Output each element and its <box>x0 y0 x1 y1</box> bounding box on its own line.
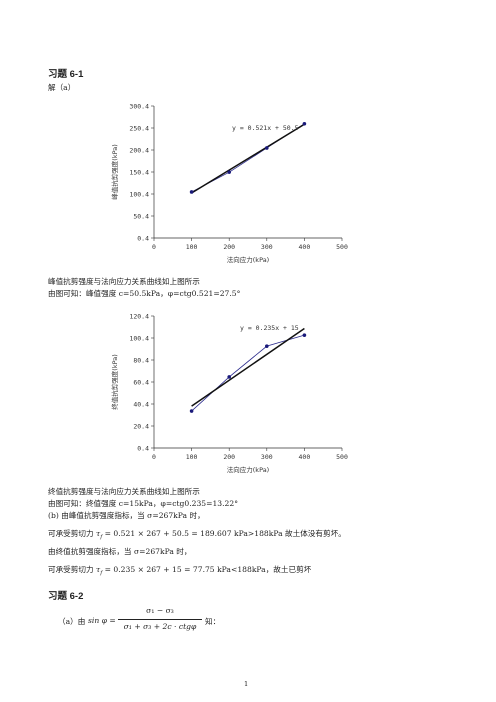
shear1-prefix: 可承受剪切力 <box>48 529 94 538</box>
heading-problem-6-1: 习题 6-1 <box>48 69 84 80</box>
series-line <box>191 334 305 412</box>
y-tick-label: 0.4 <box>137 235 149 243</box>
x-tick-label: 500 <box>336 453 348 461</box>
data-point <box>265 146 269 150</box>
shear2-suffix: kPa<188kPa，故土已剪坏 <box>217 565 312 574</box>
page-number: 1 <box>244 680 249 688</box>
tau-f-symbol: τf <box>95 529 103 541</box>
heading-problem-6-2: 习题 6-2 <box>48 591 84 602</box>
data-point <box>189 190 194 194</box>
trendline <box>191 123 305 194</box>
y-tick-label: 80.4 <box>133 357 149 365</box>
y-tick-label: 120.4 <box>129 313 149 321</box>
shear-check-peak: 可承受剪切力 τf = 0.521 × 267 + 50.5 = 189.607… <box>48 528 346 541</box>
final-strength-line: 由终值抗剪强度指标，当 σ=267kPa 时， <box>48 547 192 556</box>
y-axis-label: 峰值抗剪强度(kPa) <box>110 144 119 199</box>
y-tick-label: 300.4 <box>129 103 149 111</box>
y-tick-label: 50.4 <box>133 213 149 221</box>
fraction-bar <box>118 619 202 620</box>
x-axis-label: 法向应力(kPa) <box>227 255 269 264</box>
x-tick-label: 300 <box>261 453 273 461</box>
chart1-caption: 峰值抗剪强度与法向应力关系曲线如上图所示 <box>48 277 200 286</box>
analysis-b-line: (b) 由峰值抗剪强度指标，当 σ=267kPa 时， <box>48 511 205 520</box>
x-tick-label: 400 <box>299 453 311 461</box>
chart2-result: 由图可知：终值强度 c=15kPa，φ=ctg0.235=13.22° <box>48 499 239 508</box>
x-tick-label: 0 <box>152 243 156 251</box>
formula-numerator: σ₁ − σ₃ <box>146 606 174 615</box>
y-axis-label: 终值抗剪强度(kPa) <box>110 354 119 409</box>
x-tick-label: 200 <box>223 243 235 251</box>
shear2-prefix: 可承受剪切力 <box>48 565 94 574</box>
formula-suffix: 知： <box>205 617 221 626</box>
y-tick-label: 200.4 <box>129 147 149 155</box>
shear1-expression: = 0.521 × 267 + 50.5 = 189.607 <box>104 529 232 538</box>
data-point <box>302 121 307 126</box>
y-tick-label: 150.4 <box>129 169 149 177</box>
data-point <box>189 409 194 413</box>
x-tick-label: 300 <box>261 243 273 251</box>
chart1-result: 由图可知：峰值强度 c=50.5kPa，φ=ctg0.521=27.5° <box>48 289 241 298</box>
trendline <box>191 327 305 407</box>
y-tick-label: 60.4 <box>133 379 149 387</box>
x-tick-label: 100 <box>186 453 198 461</box>
y-tick-label: 0.4 <box>137 445 149 453</box>
shear-check-residual: 可承受剪切力 τf = 0.235 × 267 + 15 = 77.75 kPa… <box>48 564 311 577</box>
x-tick-label: 0 <box>152 453 156 461</box>
data-point <box>265 344 269 348</box>
x-tick-label: 400 <box>299 243 311 251</box>
formula-prefix: （a）由 <box>58 617 86 626</box>
solution-label-a: 解（a） <box>48 83 76 92</box>
y-tick-label: 100.4 <box>129 335 149 343</box>
x-tick-label: 100 <box>186 243 198 251</box>
shear1-suffix: kPa>188kPa 故土体没有剪坏。 <box>233 529 346 538</box>
x-axis-label: 法向应力(kPa) <box>227 465 269 474</box>
peak-shear-strength-chart: 0.4 50.4 100.4 150.4 200.4 250.4 300.4 0 100 200 3… <box>110 103 348 265</box>
chart2-caption: 终值抗剪强度与法向应力关系曲线如上图所示 <box>48 487 200 496</box>
y-tick-label: 40.4 <box>133 401 149 409</box>
data-point <box>302 333 307 337</box>
data-point <box>227 170 231 174</box>
formula-lhs: sin φ = <box>88 616 116 625</box>
trendline-equation: y = 0.521x + 50.5 <box>232 124 299 132</box>
y-tick-label: 20.4 <box>133 423 149 431</box>
y-tick-label: 100.4 <box>129 191 149 199</box>
y-tick-label: 250.4 <box>129 125 149 133</box>
tau-f-symbol: τf <box>95 565 103 577</box>
residual-shear-strength-chart: 0.4 20.4 40.4 60.4 80.4 100.4 120.4 0 100 200 300 4… <box>110 313 348 475</box>
data-point <box>227 375 231 379</box>
shear2-expression: = 0.235 × 267 + 15 = 77.75 <box>104 565 215 574</box>
x-tick-label: 500 <box>336 243 348 251</box>
formula-denominator: σ₁ + σ₃ + 2c · ctgφ <box>123 622 197 631</box>
x-tick-label: 200 <box>223 453 235 461</box>
trendline-equation: y = 0.235x + 15 <box>240 324 299 332</box>
